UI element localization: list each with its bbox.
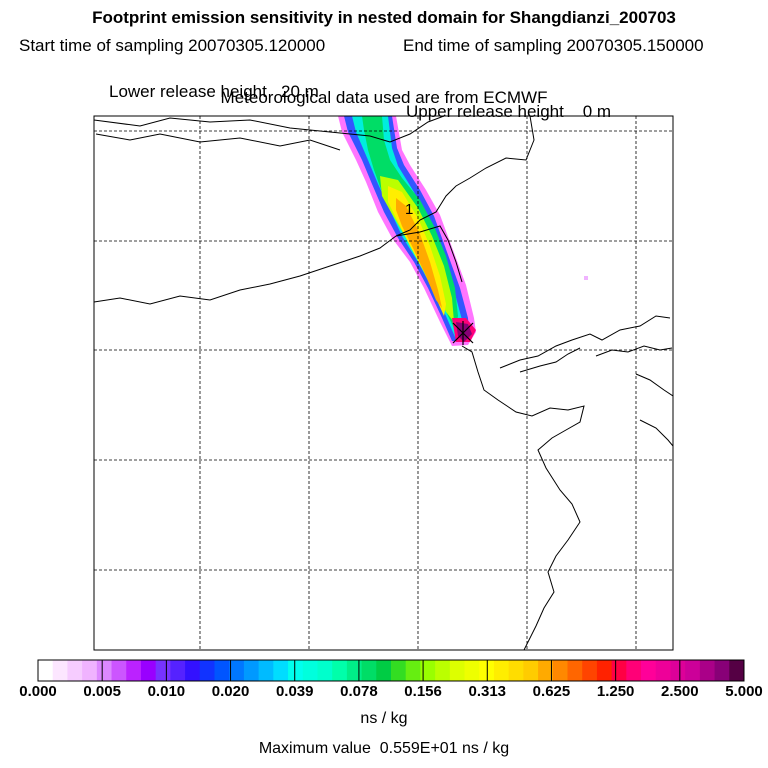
- colorbar-swatch: [552, 660, 568, 681]
- graticule: [94, 116, 673, 650]
- colorbar-swatch: [82, 660, 98, 681]
- colorbar-swatch: [641, 660, 657, 681]
- colorbar-swatch: [170, 660, 186, 681]
- colorbar-swatch: [185, 660, 201, 681]
- colorbar-swatch: [273, 660, 289, 681]
- colorbar-swatch: [140, 660, 157, 681]
- colorbar-tick-label: 0.020: [211, 683, 250, 700]
- colorbar-swatch: [435, 660, 451, 681]
- colorbar-tick-label: 0.010: [147, 683, 186, 700]
- colorbar-tick-label: 0.625: [532, 683, 571, 700]
- colorbar-swatch: [111, 660, 127, 681]
- colorbar-swatch: [405, 660, 421, 681]
- colorbar-swatch: [52, 660, 68, 681]
- colorbar-swatch: [699, 660, 716, 681]
- colorbar-tick-label: 2.500: [661, 683, 699, 700]
- colorbar-swatch: [538, 660, 554, 681]
- colorbar-tick-label: 0.313: [468, 683, 507, 700]
- colorbar-swatch: [155, 660, 171, 681]
- colorbar-swatch: [420, 660, 436, 681]
- colorbar-swatch: [670, 660, 686, 681]
- colorbar-swatch: [567, 660, 583, 681]
- colorbar-swatch: [258, 660, 274, 681]
- map-title: Footprint emission sensitivity in nested…: [92, 8, 676, 27]
- colorbar-swatch: [214, 660, 230, 681]
- colorbar-tick-label: 0.039: [275, 683, 314, 700]
- colorbar-swatch: [332, 660, 348, 681]
- colorbar-swatch: [493, 660, 510, 681]
- met-data-label: Meteorological data used are from ECMWF: [220, 88, 548, 107]
- colorbar-unit: ns / kg: [360, 710, 408, 727]
- colorbar-swatch: [626, 660, 642, 681]
- colorbar-swatch: [67, 660, 83, 681]
- colorbar-swatch: [523, 660, 539, 681]
- colorbar-swatch: [346, 660, 363, 681]
- colorbar-swatch: [685, 660, 701, 681]
- colorbar-swatch: [611, 660, 627, 681]
- colorbar-tick-label: 0.078: [340, 683, 378, 700]
- release-site-marker: [452, 321, 474, 345]
- lower-release-label: Lower release height 20 m: [109, 82, 319, 101]
- colorbar-tick-label: 0.005: [83, 683, 121, 700]
- colorbar-swatch: [38, 660, 54, 681]
- colorbar-swatch: [729, 660, 745, 681]
- colorbar-swatch: [376, 660, 392, 681]
- colorbar-swatch: [302, 660, 318, 681]
- colorbar-swatch: [391, 660, 407, 681]
- colorbar-swatch: [508, 660, 524, 681]
- end-time-label: End time of sampling 20070305.150000: [403, 36, 704, 55]
- colorbar-swatch: [126, 660, 142, 681]
- max-value-label: Maximum value 0.559E+01 ns / kg: [258, 740, 510, 757]
- receptor-label: 1: [405, 201, 413, 218]
- colorbar-swatch: [199, 660, 215, 681]
- colorbar-frame: [37, 659, 745, 682]
- colorbar-tick-label: 0.000: [19, 683, 57, 700]
- colorbar-tick-label: 1.250: [596, 683, 635, 700]
- colorbar-swatch: [229, 660, 245, 681]
- colorbar-swatch: [596, 660, 613, 681]
- colorbar-swatch: [243, 660, 260, 681]
- start-time-label: Start time of sampling 20070305.120000: [19, 36, 326, 55]
- colorbar-swatch: [464, 660, 480, 681]
- colorbar-swatch: [714, 660, 730, 681]
- colorbar-tick-label: 5.000: [725, 683, 763, 700]
- colorbar-swatch: [361, 660, 377, 681]
- colorbar-swatch: [288, 660, 304, 681]
- map-frame: [93, 115, 674, 651]
- colorbar-swatch: [582, 660, 598, 681]
- colorbar-swatch: [655, 660, 671, 681]
- colorbar-swatch: [317, 660, 333, 681]
- colorbar-swatch: [449, 660, 466, 681]
- colorbar-swatch: [96, 660, 113, 681]
- colorbar-tick-label: 0.156: [404, 683, 442, 700]
